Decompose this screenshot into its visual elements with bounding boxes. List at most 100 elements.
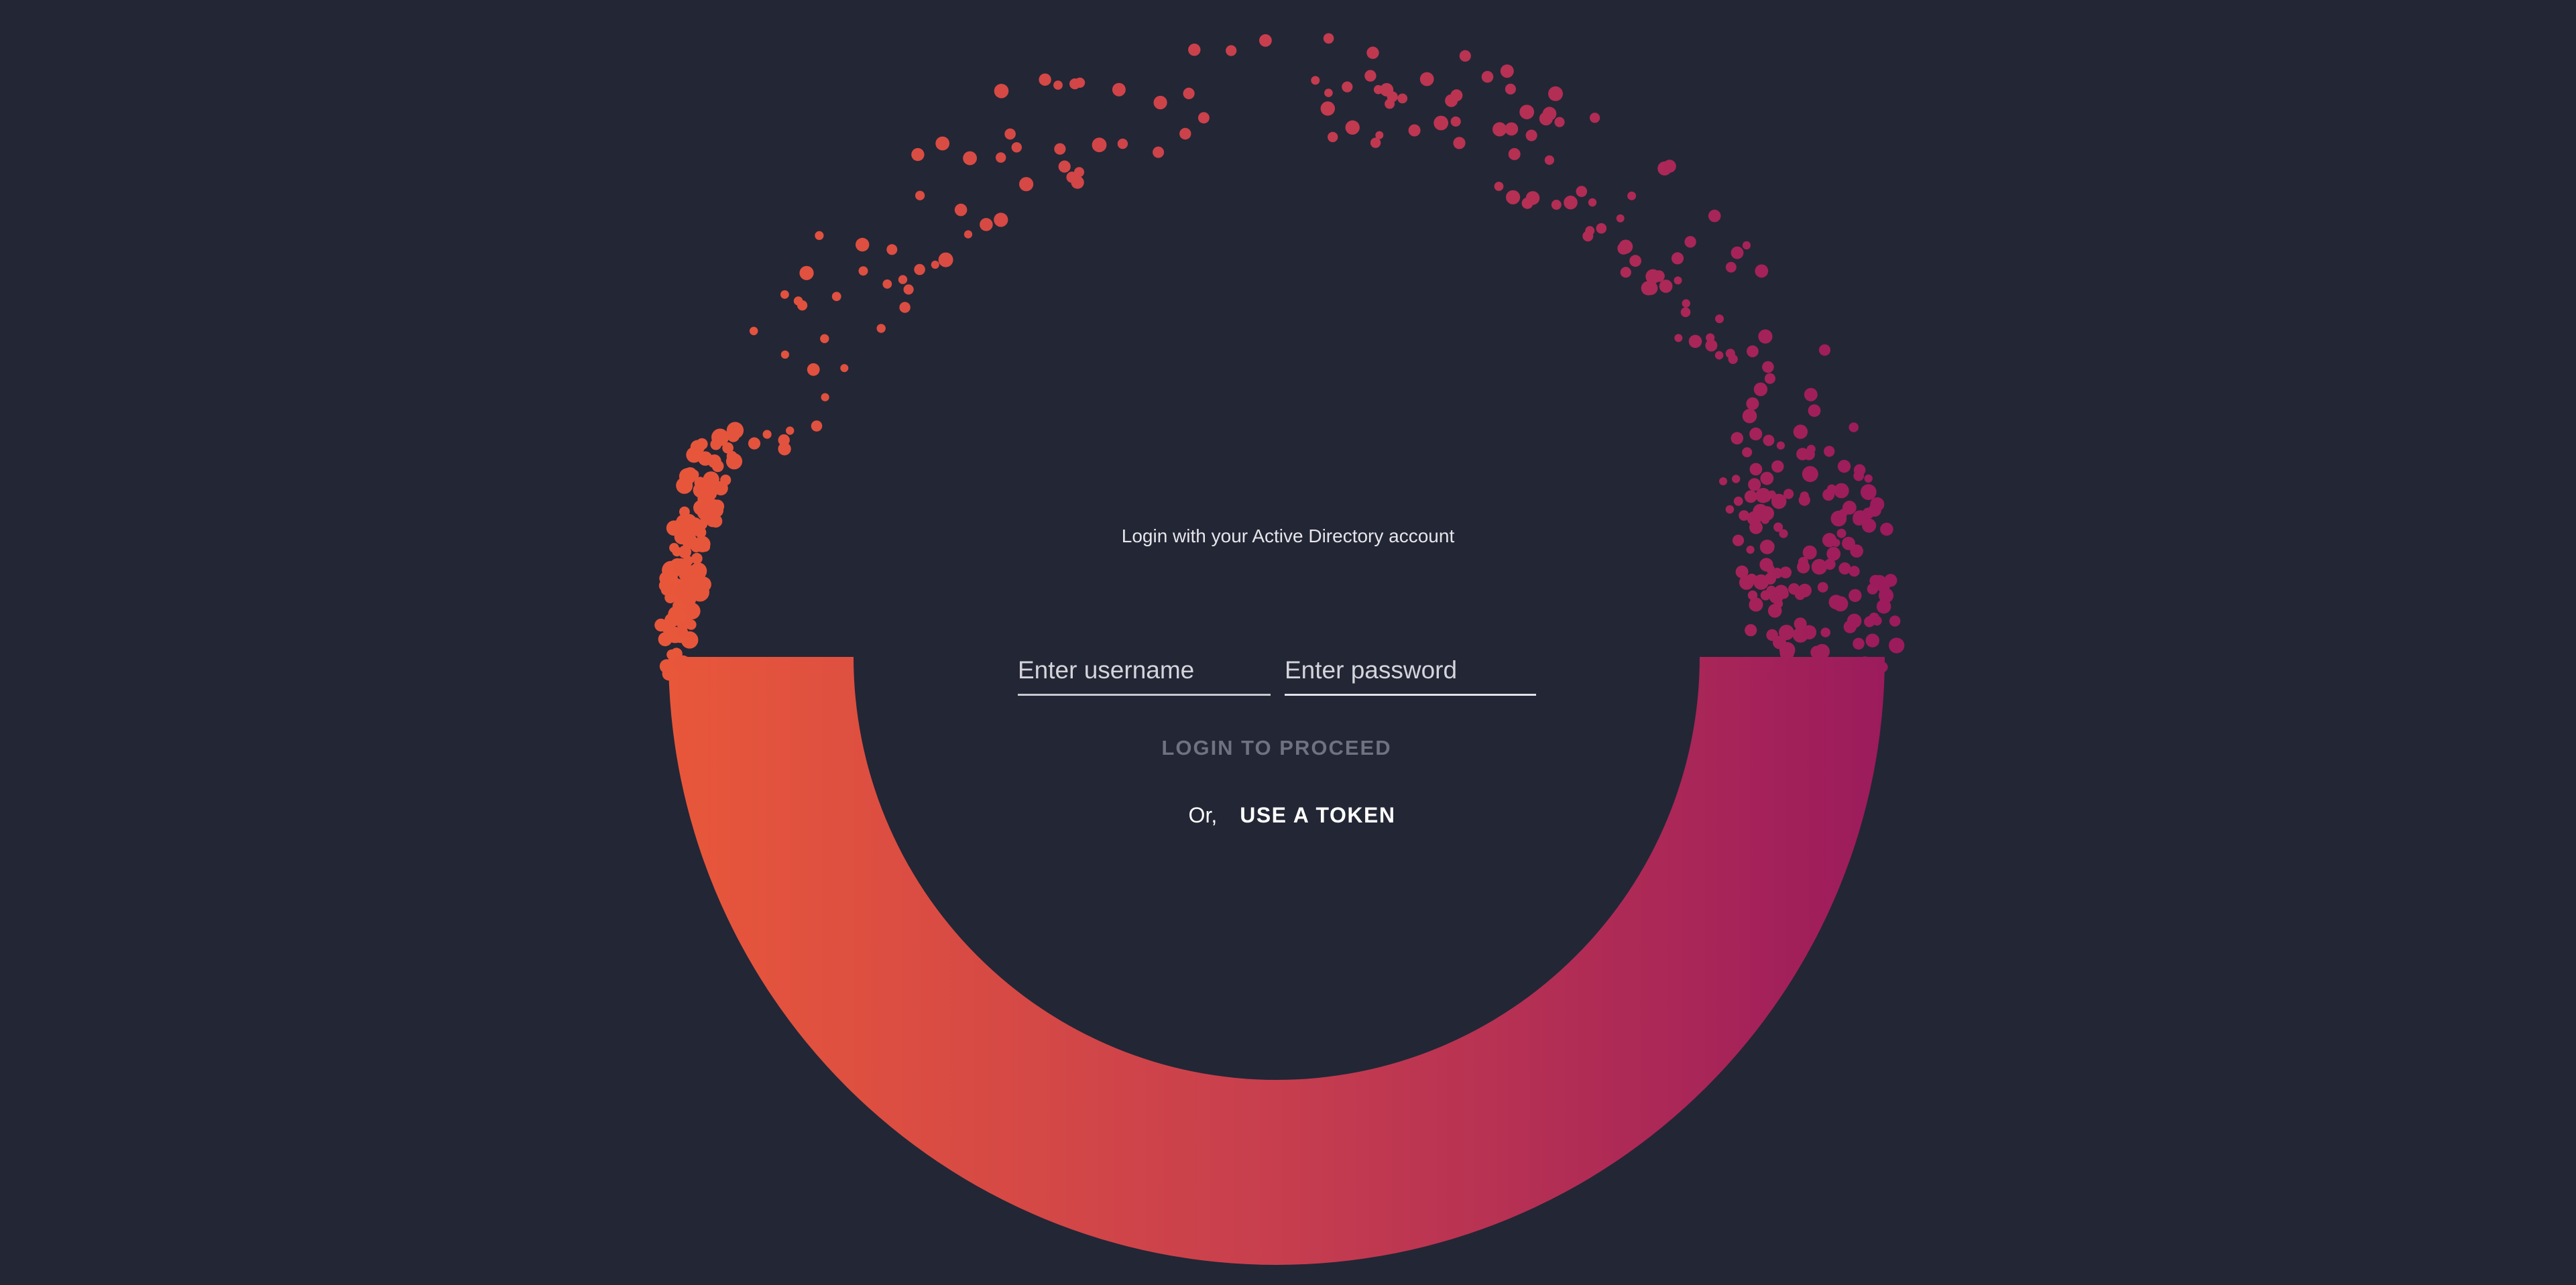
particle-dot	[1742, 408, 1757, 424]
particle-dot	[811, 420, 823, 432]
particle-dot	[963, 151, 977, 166]
particle-dot	[1481, 70, 1494, 83]
particle-dot	[780, 290, 789, 299]
username-input[interactable]	[1018, 650, 1271, 690]
particle-dot	[1800, 491, 1809, 501]
particle-dot	[1814, 644, 1830, 660]
particle-dot	[1749, 427, 1763, 441]
particle-dot	[1708, 209, 1721, 223]
particle-dot	[1753, 382, 1768, 396]
particle-dot	[1588, 198, 1597, 207]
particle-dot	[1183, 87, 1195, 99]
particle-dot	[1750, 660, 1761, 672]
particle-dot	[1793, 424, 1808, 439]
particle-dot	[996, 152, 1006, 163]
particle-dot	[1733, 496, 1743, 506]
particle-dot	[1811, 558, 1828, 575]
particle-dot	[729, 429, 740, 439]
particle-dot	[1153, 95, 1167, 110]
particle-dot	[1616, 214, 1625, 223]
particle-dot	[1739, 510, 1750, 521]
particle-dot	[1745, 624, 1757, 637]
particle-dot	[1226, 45, 1237, 56]
particle-dot	[1749, 520, 1763, 534]
particle-dot	[1864, 474, 1873, 483]
particle-dot	[780, 350, 789, 359]
particle-dot	[710, 438, 722, 450]
particle-dot	[807, 363, 820, 376]
particle-dot	[1459, 50, 1471, 62]
particle-dot	[1731, 246, 1744, 259]
particle-dot	[1836, 528, 1847, 538]
particle-dot	[1760, 471, 1774, 485]
particle-dot	[1878, 588, 1894, 603]
particle-dot	[726, 450, 738, 462]
particle-dot	[672, 600, 683, 611]
particle-dot	[686, 668, 699, 680]
particle-dot	[1153, 146, 1165, 158]
particle-dot	[1766, 629, 1778, 641]
particle-dot	[1525, 191, 1540, 205]
particle-dot	[858, 266, 868, 276]
particle-dot	[1505, 83, 1516, 95]
particle-dot	[1742, 447, 1753, 458]
particle-dot	[1884, 574, 1897, 587]
particle-dot	[749, 326, 758, 336]
particle-dot	[1188, 44, 1201, 56]
particle-dot	[1004, 128, 1016, 140]
use-token-button[interactable]: USE A TOKEN	[1240, 802, 1396, 827]
password-input[interactable]	[1285, 650, 1536, 690]
particle-dot	[1408, 124, 1421, 137]
particle-dot	[1822, 533, 1837, 548]
particle-dot	[1680, 307, 1691, 318]
particle-dot	[1798, 583, 1812, 598]
particle-dot	[1870, 497, 1885, 511]
particle-dot	[799, 265, 814, 280]
particle-dot	[1779, 566, 1792, 578]
particle-dot	[1582, 231, 1594, 242]
particle-dot	[1525, 129, 1537, 141]
particle-dot	[778, 442, 791, 456]
particle-dot	[1869, 574, 1882, 587]
particle-dot	[695, 586, 707, 599]
particle-dot	[1760, 660, 1770, 670]
particle-dot	[1714, 351, 1724, 360]
particle-dot	[1092, 137, 1107, 153]
particle-dot	[654, 618, 668, 632]
particle-dot	[1858, 656, 1872, 670]
particle-dot	[1759, 506, 1775, 521]
particle-dot	[683, 603, 701, 620]
password-field[interactable]	[1285, 650, 1536, 696]
particle-dot	[1011, 142, 1022, 153]
particle-dot	[1197, 112, 1210, 124]
particle-dot	[1826, 546, 1841, 561]
particle-dot	[1755, 264, 1769, 278]
particle-dot	[673, 655, 692, 674]
particle-dot	[1328, 131, 1338, 143]
username-field[interactable]	[1018, 650, 1271, 696]
particle-dot	[911, 147, 925, 162]
particle-dot	[1324, 88, 1333, 97]
particle-dot	[1492, 122, 1507, 137]
particle-dot	[1749, 463, 1763, 476]
particle-dot	[935, 136, 950, 151]
particle-dot	[1877, 662, 1888, 673]
particle-dot	[786, 426, 795, 435]
login-button[interactable]: LOGIN TO PROCEED	[1140, 733, 1413, 763]
particle-dot	[1849, 422, 1859, 432]
particle-dot	[1865, 674, 1877, 686]
particle-dot	[1641, 281, 1656, 296]
particle-dot	[1053, 80, 1063, 90]
particle-dot	[1058, 160, 1071, 173]
particle-dot	[1764, 373, 1775, 384]
particle-dot	[914, 263, 925, 276]
particle-dot	[720, 475, 731, 486]
particle-dot	[1763, 434, 1775, 446]
particle-dot	[691, 552, 703, 564]
particle-dot	[1773, 522, 1783, 532]
particle-dot	[1802, 466, 1818, 483]
particle-dot	[1802, 625, 1817, 639]
particle-dot	[1548, 86, 1563, 101]
